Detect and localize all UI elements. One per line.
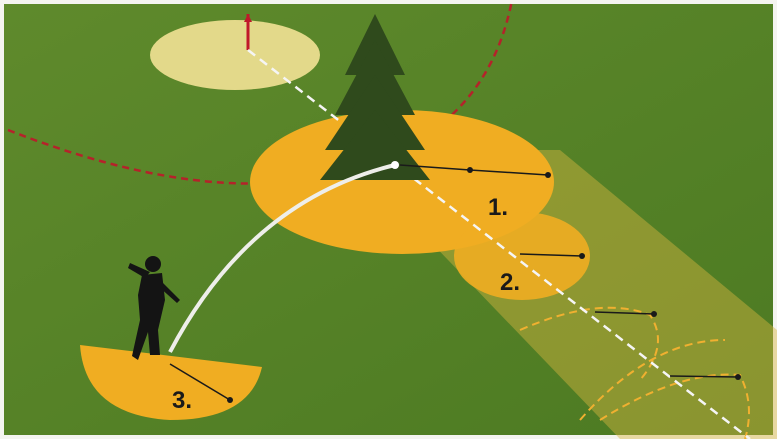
area-label: 1.	[488, 194, 508, 221]
green	[150, 20, 320, 90]
ball	[391, 161, 399, 169]
area-label: 3.	[172, 387, 192, 414]
golf-diagram: 1. 2. 3.	[0, 0, 777, 439]
area-label: 2.	[500, 269, 520, 296]
page: 1. 2. 3. (() => { const data = JSON.pars…	[0, 0, 777, 439]
